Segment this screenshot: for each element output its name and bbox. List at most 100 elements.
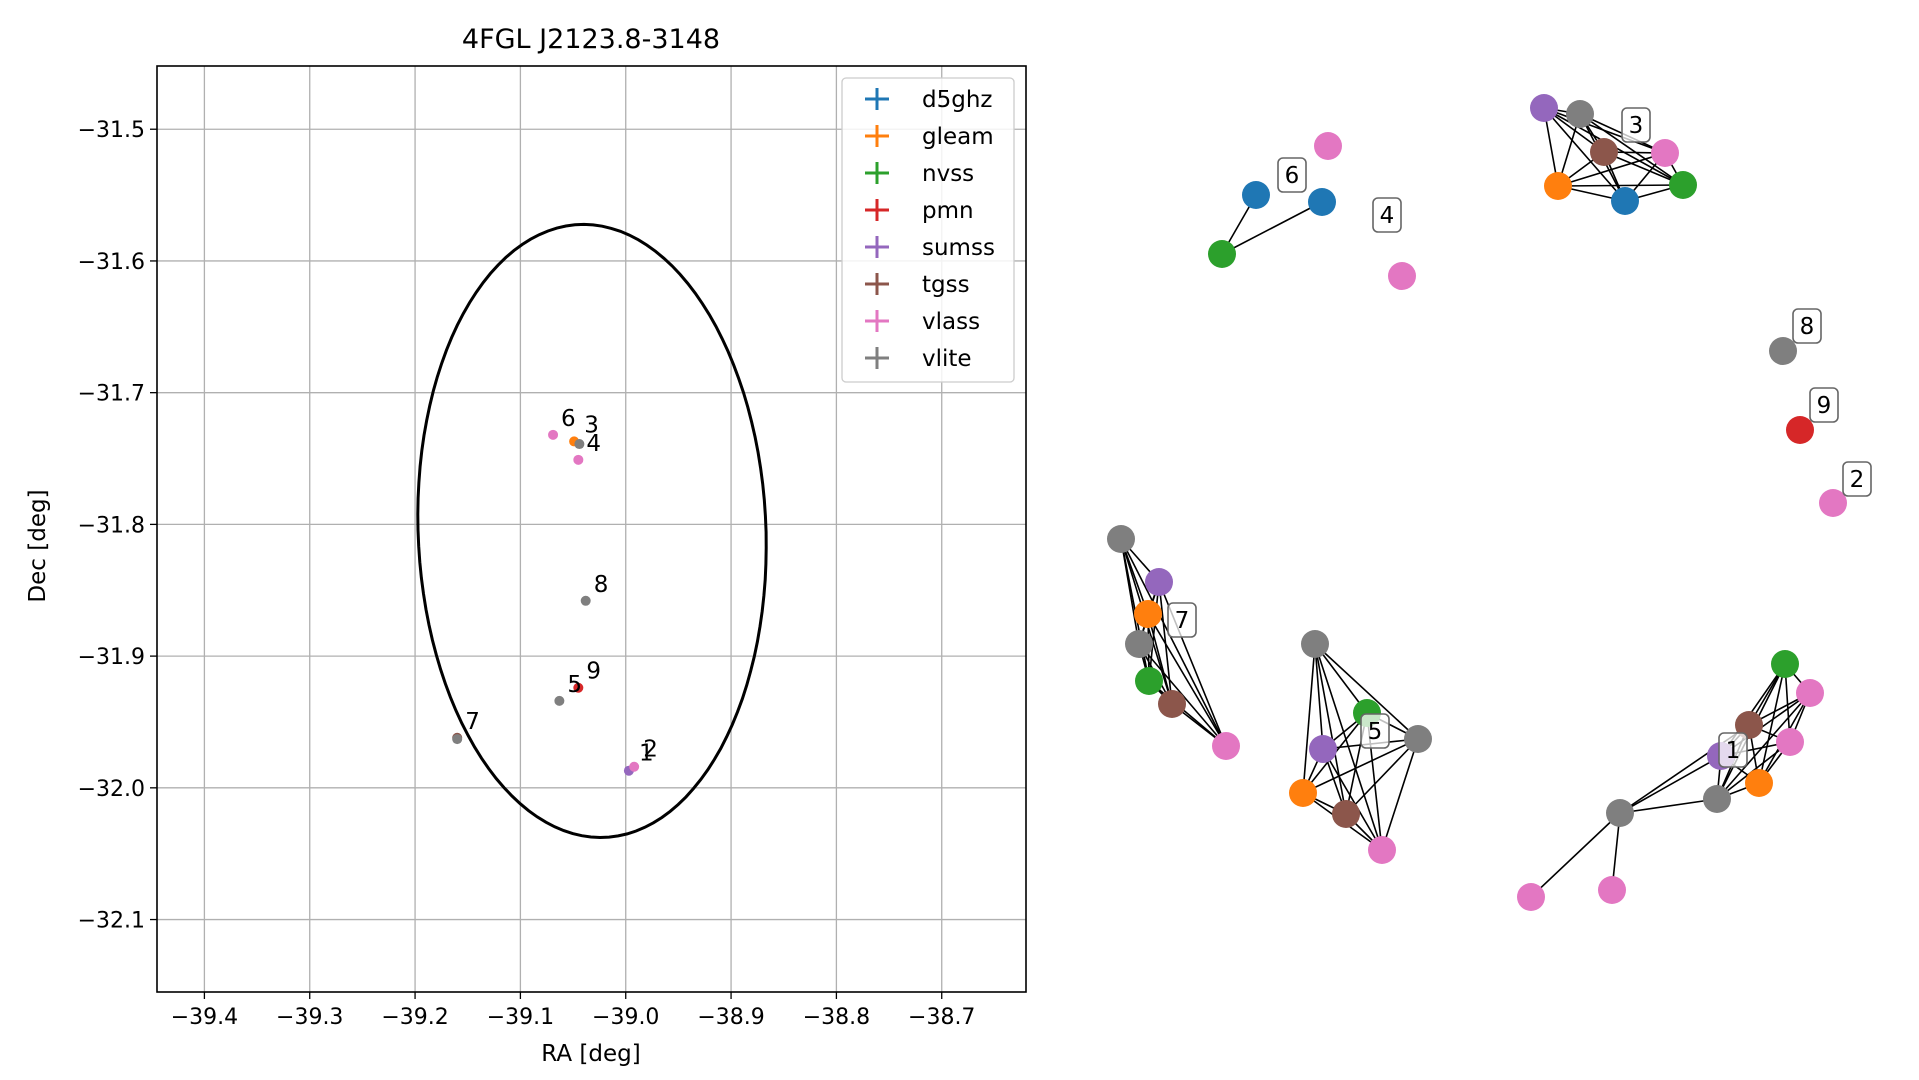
network-edge xyxy=(1716,692,1811,800)
legend-label-nvss: nvss xyxy=(922,161,974,187)
network-edge xyxy=(1557,152,1666,187)
point-vlite xyxy=(580,595,591,606)
network-node-vlite xyxy=(1566,100,1594,128)
legend-label-sumss: sumss xyxy=(922,235,995,261)
network-edge xyxy=(1221,201,1323,255)
network-edge xyxy=(1314,643,1368,714)
network-node-vlass xyxy=(1796,679,1824,707)
network-edge xyxy=(1345,738,1419,815)
network-edge xyxy=(1314,643,1419,740)
cluster-label-box xyxy=(1842,461,1872,497)
network-node-gleam xyxy=(1544,172,1572,200)
point-annotation: 7 xyxy=(465,709,480,735)
network-node-nvss xyxy=(1669,171,1697,199)
points-layer xyxy=(452,429,640,776)
cluster-label-box xyxy=(1792,308,1822,344)
legend-label-gleam: gleam xyxy=(922,124,994,150)
cluster-label-box xyxy=(1360,713,1390,749)
cluster-label-box xyxy=(1167,602,1197,638)
legend-label-vlite: vlite xyxy=(922,346,972,372)
network-edge xyxy=(1302,643,1316,794)
x-tick-label: −38.9 xyxy=(697,1005,764,1030)
network-edges xyxy=(1120,107,1811,898)
legend: d5ghz gleam nvss pmn sumss tgss vlass vlite xyxy=(841,77,1015,383)
cluster-label: 9 xyxy=(1817,393,1832,419)
network-edge xyxy=(1530,812,1621,898)
point-annotation: 2 xyxy=(643,736,658,762)
network-node-gleam xyxy=(1134,600,1162,628)
network-edge xyxy=(1302,738,1419,794)
annotation-layer: 6 34 8 59 7 21 xyxy=(465,406,658,767)
network-node-gleam xyxy=(1289,779,1317,807)
y-tick-label: −31.9 xyxy=(78,645,145,670)
y-tick-label: −31.8 xyxy=(78,513,145,538)
legend-label-vlass: vlass xyxy=(922,309,980,335)
network-node-vlite xyxy=(1769,337,1797,365)
network-edge xyxy=(1314,643,1324,750)
point-annotation: 3 xyxy=(584,412,599,438)
point-vlite xyxy=(554,695,565,706)
legend-label-d5ghz: d5ghz xyxy=(922,87,992,113)
x-tick-label: −38.8 xyxy=(803,1005,870,1030)
point-vlass xyxy=(629,761,640,772)
y-tick-label: −31.7 xyxy=(78,382,145,407)
legend-label-tgss: tgss xyxy=(922,272,970,298)
point-annotation: 6 xyxy=(561,406,576,432)
cluster-label-box xyxy=(1718,732,1748,768)
network-node-vlass xyxy=(1598,876,1626,904)
network-edge xyxy=(1619,755,1722,814)
network-edge xyxy=(1147,613,1227,747)
cluster-label: 6 xyxy=(1285,163,1300,189)
y-tick-label: −31.6 xyxy=(78,250,145,275)
x-axis-label: RA [deg] xyxy=(541,1041,640,1067)
cluster-label-box xyxy=(1277,157,1307,193)
y-tick-label: −32.1 xyxy=(78,909,145,934)
x-tick-label: −39.0 xyxy=(592,1005,659,1030)
network-edge xyxy=(1557,184,1684,187)
network-node-vlite xyxy=(1404,725,1432,753)
point-annotation: 5 xyxy=(567,672,582,698)
network-nodes xyxy=(1107,94,1847,911)
network-node-sumss xyxy=(1530,94,1558,122)
network-panel: 6 4 3 8 9 2 7 5 1 xyxy=(1107,94,1872,911)
network-node-vlass xyxy=(1776,728,1804,756)
network-node-vlite xyxy=(1606,799,1634,827)
network-node-vlite xyxy=(1107,525,1135,553)
x-tick-label: −39.1 xyxy=(487,1005,554,1030)
network-node-nvss xyxy=(1771,650,1799,678)
network-node-d5ghz xyxy=(1611,187,1639,215)
point-vlass xyxy=(573,454,584,465)
legend-frame xyxy=(841,77,1015,383)
network-node-vlass xyxy=(1388,262,1416,290)
network-edge xyxy=(1120,538,1227,747)
network-edge xyxy=(1322,748,1383,851)
legend-label-pmn: pmn xyxy=(922,198,974,224)
localization-ellipse xyxy=(416,222,768,840)
cluster-label: 1 xyxy=(1726,738,1741,764)
point-annotation: 8 xyxy=(594,572,609,598)
cluster-label-box xyxy=(1621,107,1651,143)
point-vlass xyxy=(548,429,559,440)
network-edge xyxy=(1314,643,1347,815)
x-tick-label: −39.4 xyxy=(171,1005,238,1030)
network-node-sumss xyxy=(1309,735,1337,763)
network-cluster-labels: 6 4 3 8 9 2 7 5 1 xyxy=(1167,107,1872,768)
point-annotation: 1 xyxy=(639,740,654,766)
cluster-label: 5 xyxy=(1368,719,1383,745)
point-annotation: 9 xyxy=(586,659,601,685)
point-annotation: 4 xyxy=(586,431,601,457)
x-ticks: −39.4 −39.3 −39.2 −39.1 −39.0 −38.9 −38.8 −38.7 xyxy=(171,992,975,1030)
network-edge xyxy=(1381,738,1419,851)
chart-title: 4FGL J2123.8-3148 xyxy=(462,24,720,55)
network-node-vlass xyxy=(1212,732,1240,760)
y-ticks: −31.5 −31.6 −31.7 −31.8 −31.9 −32.0 −32.1 xyxy=(78,118,157,934)
network-edge xyxy=(1579,113,1684,186)
x-tick-label: −38.7 xyxy=(908,1005,975,1030)
ellipse-layer xyxy=(416,222,768,840)
network-node-sumss xyxy=(1145,568,1173,596)
network-node-nvss xyxy=(1135,667,1163,695)
cluster-label-box xyxy=(1372,197,1402,233)
cluster-label: 7 xyxy=(1175,608,1190,634)
cluster-label: 8 xyxy=(1800,314,1815,340)
y-tick-label: −31.5 xyxy=(78,118,145,143)
